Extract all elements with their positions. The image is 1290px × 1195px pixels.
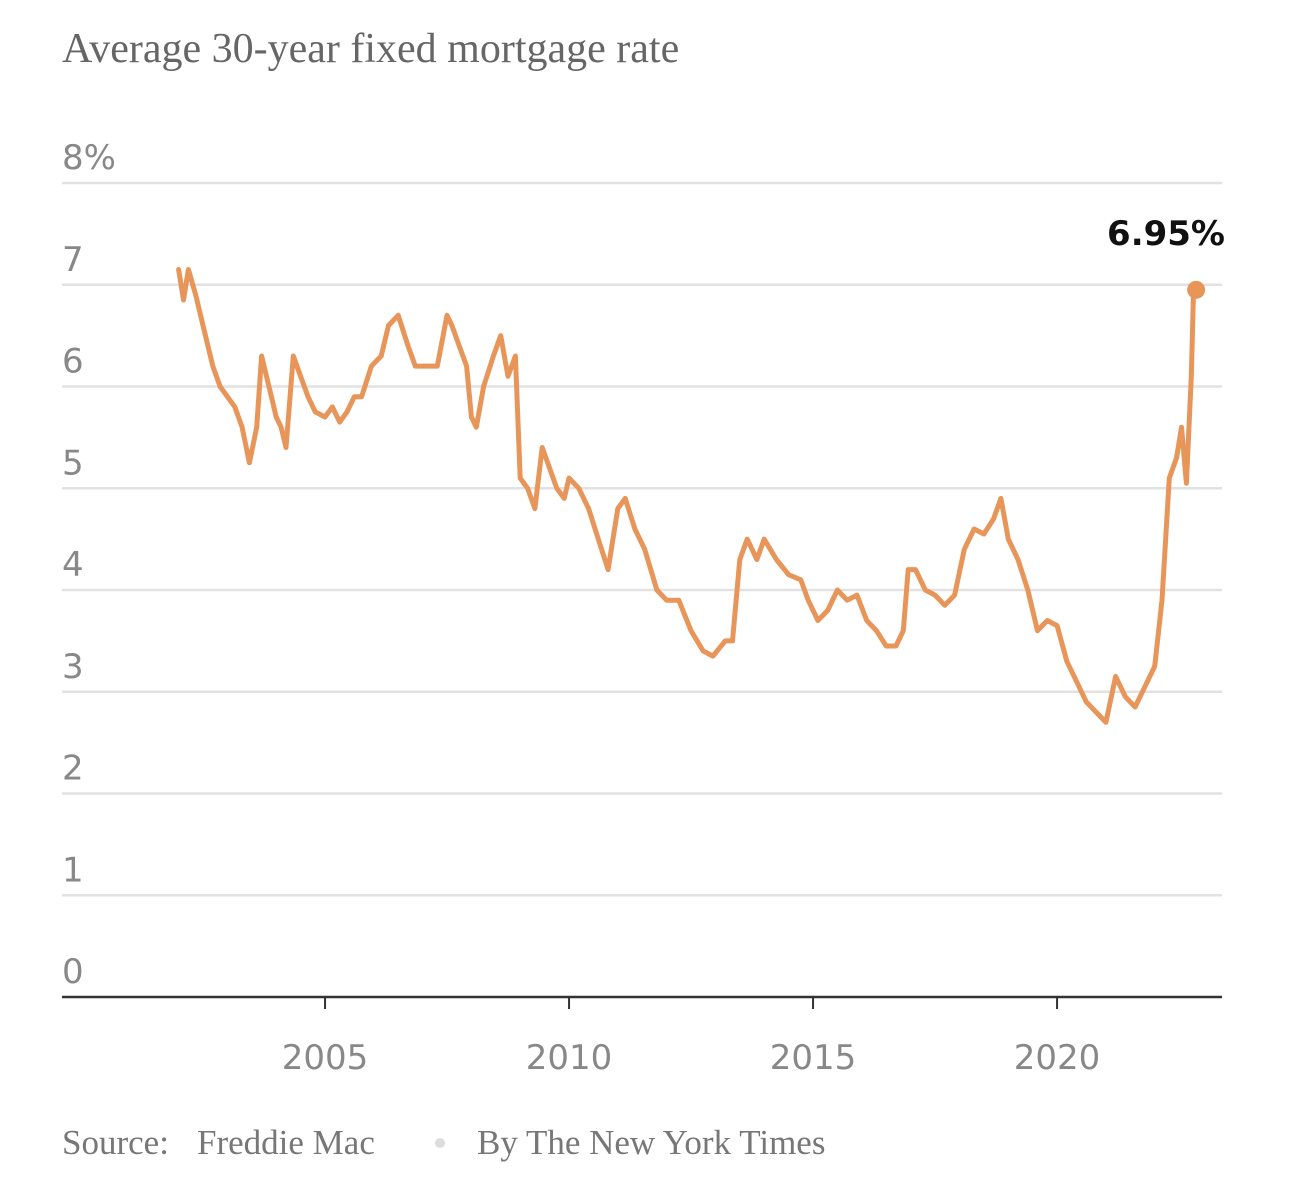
y-tick-label: 7 — [62, 240, 84, 280]
source: Freddie Mac — [197, 1123, 375, 1162]
y-tick-label: 5 — [62, 443, 84, 483]
data-line — [176, 267, 1199, 725]
y-tick-label: 2 — [62, 749, 84, 789]
y-tick-label: 0 — [62, 952, 84, 992]
byline: By The New York Times — [477, 1123, 825, 1162]
source-label: Source: — [62, 1123, 169, 1162]
separator-dot — [435, 1138, 445, 1148]
chart-title: Average 30-year fixed mortgage rate — [62, 26, 679, 72]
x-tick-label: 2010 — [526, 1038, 613, 1078]
end-point — [1187, 280, 1206, 299]
annotation-label: 6.95% — [1107, 214, 1225, 254]
y-tick-label: 3 — [62, 647, 84, 687]
y-tick-label: 4 — [62, 545, 84, 585]
y-tick-label: 8% — [62, 138, 116, 178]
y-tick-label: 1 — [62, 850, 84, 890]
y-tick-label: 6 — [62, 342, 84, 382]
x-tick-label: 2015 — [770, 1038, 857, 1078]
x-tick-label: 2020 — [1014, 1038, 1101, 1078]
x-tick-label: 2005 — [282, 1038, 369, 1078]
